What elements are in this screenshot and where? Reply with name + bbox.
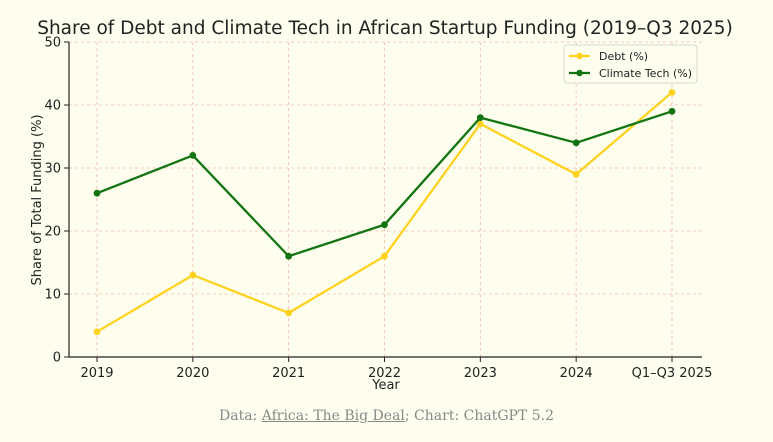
debt-point	[381, 252, 388, 260]
x-tick-label: 2023	[464, 366, 497, 381]
climate-tech-point	[572, 139, 580, 147]
x-tick-label: 2020	[176, 366, 209, 381]
y-axis-title: Share of Total Funding (%)	[30, 114, 45, 285]
legend-box	[563, 44, 698, 84]
climate-tech-point	[93, 189, 101, 197]
legend: Debt (%) Climate Tech (%)	[563, 44, 698, 84]
y-tick-label: 20	[44, 225, 61, 240]
line-chart: 0 10 20 30 40 50 2019 2020 2021 2022 2023 2024 Q1–Q3…	[30, 18, 733, 393]
legend-marker-debt	[576, 52, 583, 60]
climate-tech-point	[381, 221, 388, 229]
source-suffix: ; Chart: ChatGPT 5.2	[404, 408, 554, 424]
legend-label-debt: Debt (%)	[599, 50, 648, 63]
tick-labels: 0 10 20 30 40 50 2019 2020 2021 2022 2023 2024 Q1–Q3…	[44, 36, 712, 382]
x-tick-label: 2024	[560, 366, 593, 381]
debt-point	[476, 120, 484, 128]
y-tick-label: 50	[44, 36, 61, 51]
climate-tech-point	[476, 114, 484, 121]
legend-marker-climate-tech	[576, 69, 583, 77]
debt-point	[572, 170, 580, 178]
climate-tech-point	[189, 152, 197, 159]
x-tick-label: 2019	[80, 366, 113, 381]
source-prefix: Data:	[219, 408, 262, 424]
source-link[interactable]: Africa: The Big Deal	[261, 408, 405, 424]
chart-title: Share of Debt and Climate Tech in Africa…	[37, 18, 733, 39]
x-tick-label: 2022	[368, 366, 401, 381]
series	[93, 89, 676, 336]
debt-point	[93, 328, 101, 336]
x-tick-label: 2021	[272, 366, 305, 381]
debt-point	[285, 309, 293, 317]
y-tick-label: 10	[44, 288, 61, 303]
x-tick-label: Q1–Q3 2025	[632, 366, 713, 381]
grid	[69, 41, 702, 357]
x-axis-title: Year	[371, 378, 400, 393]
debt-point	[189, 271, 197, 279]
climate-tech-point	[668, 107, 676, 115]
y-tick-label: 0	[53, 351, 61, 366]
legend-label-climate-tech: Climate Tech (%)	[599, 67, 692, 80]
debt-point	[668, 89, 676, 96]
y-tick-label: 40	[44, 99, 61, 114]
axes	[68, 42, 702, 358]
source-note: Data: Africa: The Big Deal; Chart: ChatG…	[0, 408, 773, 424]
climate-tech-point	[285, 252, 293, 260]
y-tick-label: 30	[44, 162, 61, 177]
